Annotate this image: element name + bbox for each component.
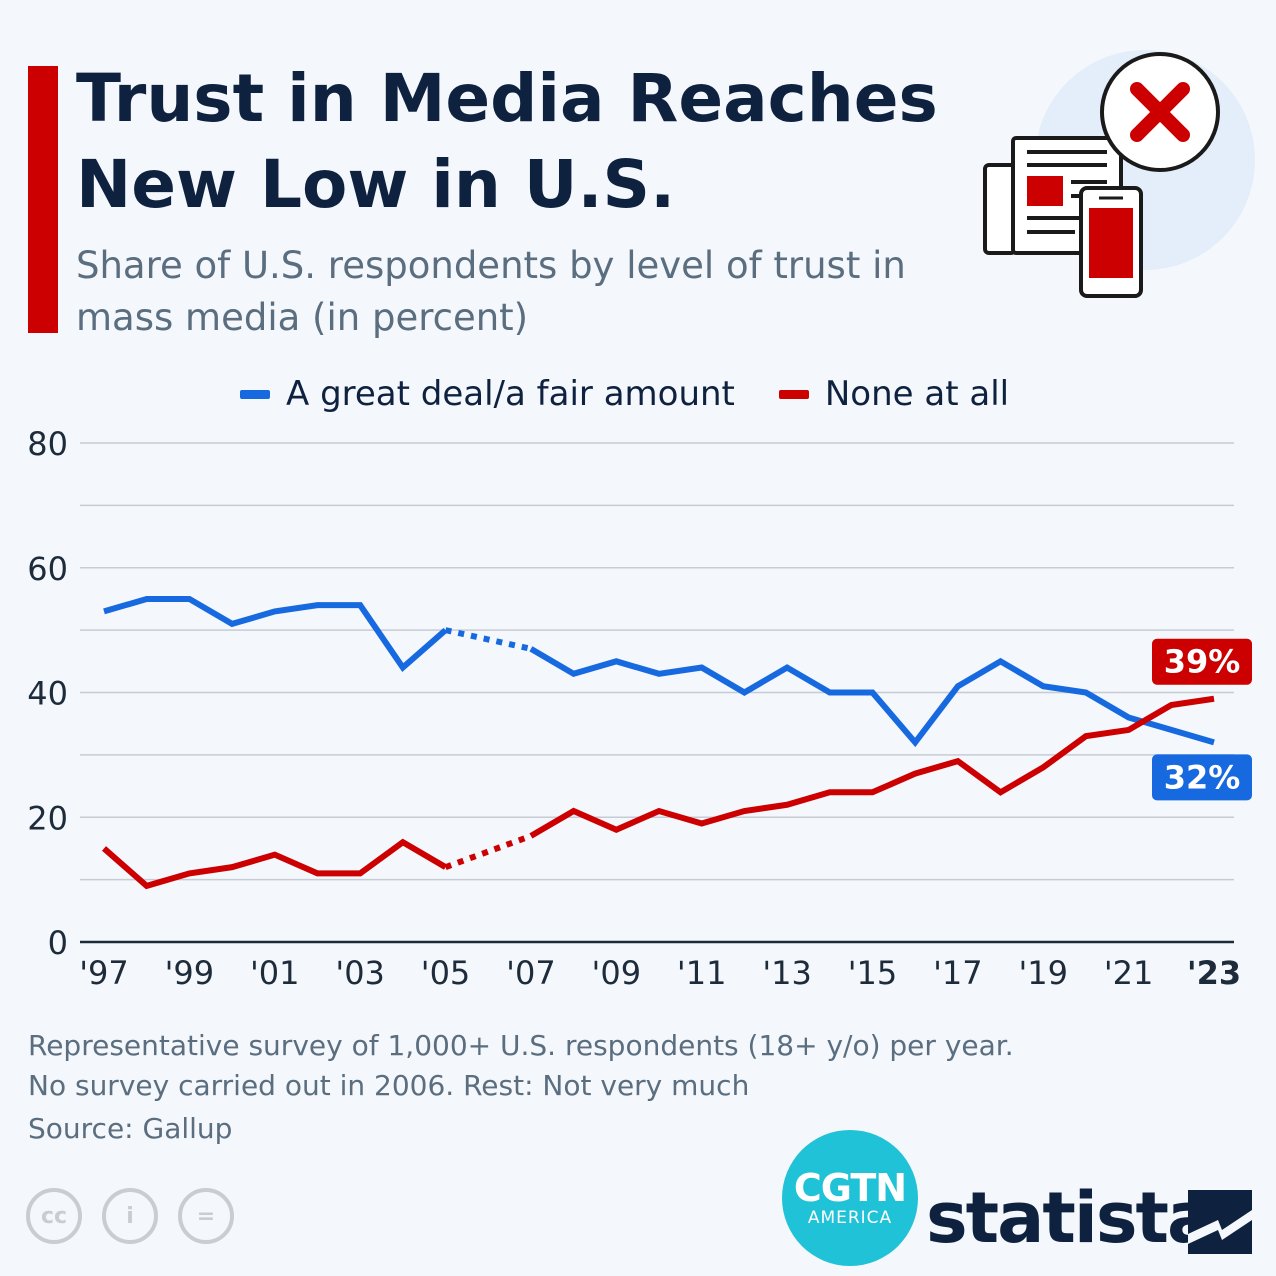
series-gap-dotted-1 bbox=[444, 833, 532, 870]
footnote: Representative survey of 1,000+ U.S. res… bbox=[28, 1026, 1128, 1106]
y-tick-label: 0 bbox=[48, 924, 68, 962]
line-chart: 0 20 40 60 80 '97 '99 '01 '03 '05 '07 '09 '11 '13 '15 '… bbox=[27, 425, 1252, 992]
chart-title: Trust in Media Reaches New Low in U.S. bbox=[76, 60, 938, 223]
x-tick-label: '23 bbox=[1187, 954, 1241, 992]
title-accent-bar bbox=[28, 66, 58, 333]
statista-logo-text: statista bbox=[926, 1177, 1214, 1259]
series-gap-dotted-0 bbox=[444, 627, 532, 652]
x-tick-label: '07 bbox=[506, 954, 556, 992]
x-tick-label: '09 bbox=[592, 954, 642, 992]
y-tick-label: 80 bbox=[27, 425, 68, 463]
legend-label-trust: A great deal/a fair amount bbox=[286, 374, 735, 414]
x-tick-label: '13 bbox=[762, 954, 812, 992]
cgtn-logo-subtext: AMERICA bbox=[807, 1208, 893, 1228]
chart-subtitle: Share of U.S. respondents by level of tr… bbox=[76, 244, 906, 339]
x-tick-label: '97 bbox=[79, 954, 129, 992]
y-tick-label: 60 bbox=[27, 550, 68, 588]
x-tick-label: '21 bbox=[1104, 954, 1154, 992]
x-tick-label: '05 bbox=[421, 954, 471, 992]
attribution-icon[interactable]: i bbox=[102, 1188, 158, 1244]
legend-item-trust: A great deal/a fair amount bbox=[240, 374, 735, 414]
cgtn-america-logo: CGTN AMERICA bbox=[782, 1130, 918, 1266]
end-label-0: 32% bbox=[1164, 758, 1241, 796]
x-tick-label: '17 bbox=[933, 954, 983, 992]
end-label-1: 39% bbox=[1164, 643, 1241, 681]
series-line-1 bbox=[102, 838, 448, 890]
x-tick-label: '01 bbox=[250, 954, 300, 992]
no-derivatives-icon[interactable]: = bbox=[178, 1188, 234, 1244]
statista-logo-icon bbox=[1188, 1190, 1252, 1254]
x-tick-label: '15 bbox=[848, 954, 898, 992]
y-tick-label: 20 bbox=[27, 799, 68, 837]
legend-label-none: None at all bbox=[824, 374, 1010, 414]
footnote-line-1: Representative survey of 1,000+ U.S. res… bbox=[28, 1029, 1014, 1062]
footnote-line-2: No survey carried out in 2006. Rest: Not… bbox=[28, 1069, 750, 1102]
source-note: Source: Gallup bbox=[28, 1112, 233, 1145]
series-line-0 bbox=[103, 595, 448, 673]
end-label-box-1 bbox=[1152, 638, 1252, 685]
license-icons: cc i = bbox=[26, 1188, 254, 1244]
newspaper-phone-icon bbox=[983, 50, 1255, 298]
x-tick-label: '99 bbox=[165, 954, 215, 992]
x-tick-label: '11 bbox=[677, 954, 727, 992]
legend-item-none: None at all bbox=[778, 374, 1010, 414]
end-label-box-0 bbox=[1152, 754, 1252, 801]
cgtn-logo-text: CGTN bbox=[793, 1166, 907, 1210]
series-line-1 bbox=[529, 695, 1215, 839]
creative-commons-icon[interactable]: cc bbox=[26, 1188, 82, 1244]
x-tick-label: '19 bbox=[1018, 954, 1068, 992]
legend-swatch-trust bbox=[240, 389, 270, 399]
x-tick-label: '03 bbox=[335, 954, 385, 992]
y-tick-label: 40 bbox=[27, 675, 68, 713]
chart-legend: A great deal/a fair amount None at all bbox=[240, 372, 1053, 416]
legend-swatch-none bbox=[778, 389, 809, 399]
series-line-0 bbox=[529, 646, 1215, 748]
